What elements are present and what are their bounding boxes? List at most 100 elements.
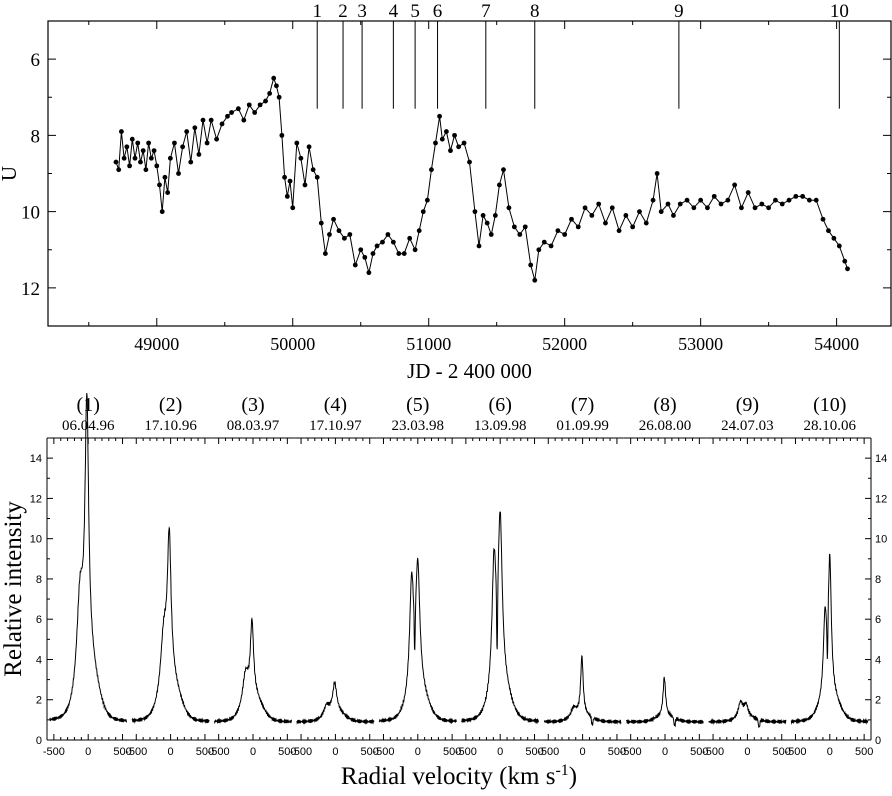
velocity-tick-label: -500 — [208, 746, 230, 758]
data-point — [424, 197, 430, 203]
intensity-tick-label: 12 — [30, 493, 42, 505]
data-point — [204, 140, 210, 146]
data-point — [370, 251, 376, 256]
data-point — [506, 205, 512, 211]
spectrum-subpanel: -500 0 500 (8) 26.08.00 — [620, 394, 709, 758]
epoch-label: 6 — [433, 1, 443, 22]
data-point — [267, 91, 273, 96]
data-point — [282, 174, 287, 180]
data-point — [429, 167, 434, 173]
intensity-tick-label: 4 — [36, 654, 42, 666]
intensity-tick-label: 10 — [30, 534, 42, 546]
data-point — [184, 129, 190, 134]
spectrum-subpanel: -500 0 500 (1) 06.04.96 — [43, 392, 132, 758]
data-point — [279, 132, 285, 138]
velocity-axis-label-close: ) — [569, 763, 577, 790]
data-point — [196, 152, 202, 157]
data-point — [472, 209, 478, 215]
data-point — [569, 216, 574, 222]
spectrum-epoch-label: (3) — [241, 394, 264, 416]
data-point — [437, 113, 442, 119]
data-point — [214, 136, 220, 142]
x-tick-label: 54000 — [814, 334, 859, 354]
data-point — [416, 228, 422, 234]
data-point — [352, 262, 358, 268]
data-point — [555, 228, 561, 234]
epoch-markers: 1 2 3 4 5 6 7 8 9 10 — [312, 1, 849, 109]
spectrum-epoch-label: (10) — [813, 394, 846, 416]
data-point — [671, 213, 676, 218]
y-axis-label: U — [0, 166, 21, 181]
velocity-axis-label-sup: -1 — [555, 762, 568, 779]
data-point — [582, 205, 588, 211]
data-point — [146, 140, 152, 146]
data-point — [637, 209, 642, 215]
data-point — [603, 220, 608, 226]
data-point — [322, 251, 328, 256]
velocity-tick-label: 0 — [744, 746, 750, 758]
spectrum-epoch-label: (7) — [571, 394, 594, 416]
data-point — [711, 193, 717, 199]
spectrum-date: 08.03.97 — [227, 418, 280, 434]
velocity-tick-label: 500 — [525, 746, 543, 758]
data-point — [511, 224, 517, 230]
data-point — [548, 243, 554, 249]
spectrum-line — [543, 655, 622, 727]
spectrum-subpanel: -500 0 500 (10) 28.10.06 — [784, 394, 873, 758]
data-point — [287, 178, 293, 184]
data-point — [698, 197, 704, 203]
spectrum-date: 26.08.00 — [639, 418, 692, 434]
data-point — [331, 216, 336, 222]
data-point — [310, 167, 316, 173]
epoch-label: 7 — [481, 1, 491, 22]
data-point — [314, 174, 320, 180]
intensity-axis: 0 0 2 2 4 4 6 6 8 8 10 10 12 12 14 14 — [30, 437, 887, 747]
velocity-tick-label: 500 — [196, 746, 214, 758]
data-point — [140, 148, 146, 154]
velocity-tick-label: 500 — [361, 746, 379, 758]
intensity-tick-label-right: 10 — [875, 534, 887, 546]
data-point — [443, 129, 449, 134]
spectrum-epoch-label: (6) — [489, 394, 512, 416]
data-point — [327, 232, 332, 237]
data-point — [200, 117, 206, 123]
spectrum-subpanel: -500 0 500 (9) 24.07.03 — [702, 394, 791, 758]
spectrum-subpanel: -500 0 500 (7) 01.09.99 — [537, 394, 626, 758]
data-point — [151, 148, 157, 154]
velocity-tick-label: -500 — [43, 746, 65, 758]
velocity-tick-label: 0 — [415, 746, 421, 758]
epoch-label: 10 — [830, 1, 849, 22]
data-point — [501, 167, 506, 173]
data-point — [165, 190, 171, 195]
velocity-tick-label: 0 — [332, 746, 338, 758]
data-point — [461, 140, 467, 146]
intensity-tick-label-right: 6 — [875, 614, 881, 626]
data-point — [401, 251, 407, 256]
data-point — [643, 220, 649, 226]
velocity-tick-label: 0 — [662, 746, 668, 758]
spectrum-line — [790, 553, 869, 725]
spectrum-subpanel: -500 0 500 (3) 08.03.97 — [208, 394, 297, 758]
data-point — [623, 213, 629, 218]
data-point — [596, 201, 602, 207]
data-point — [448, 148, 453, 154]
data-point — [225, 113, 230, 119]
data-point — [522, 224, 528, 230]
velocity-tick-label: 500 — [113, 746, 131, 758]
intensity-tick-label: 8 — [36, 574, 42, 586]
velocity-tick-label: 0 — [827, 746, 833, 758]
intensity-tick-label-right: 8 — [875, 574, 881, 586]
data-point — [318, 220, 324, 226]
data-point — [374, 243, 380, 249]
spectrum-date: 13.09.98 — [474, 418, 527, 434]
data-point — [616, 228, 622, 234]
spectrum-line — [49, 392, 128, 723]
epoch-label: 4 — [389, 1, 399, 22]
intensity-tick-label: 6 — [36, 614, 42, 626]
data-point — [148, 155, 154, 161]
velocity-tick-label: 500 — [278, 746, 296, 758]
data-point — [541, 239, 547, 245]
data-point — [665, 201, 671, 207]
spectrum-subpanel: -500 0 500 (2) 17.10.96 — [125, 394, 214, 758]
